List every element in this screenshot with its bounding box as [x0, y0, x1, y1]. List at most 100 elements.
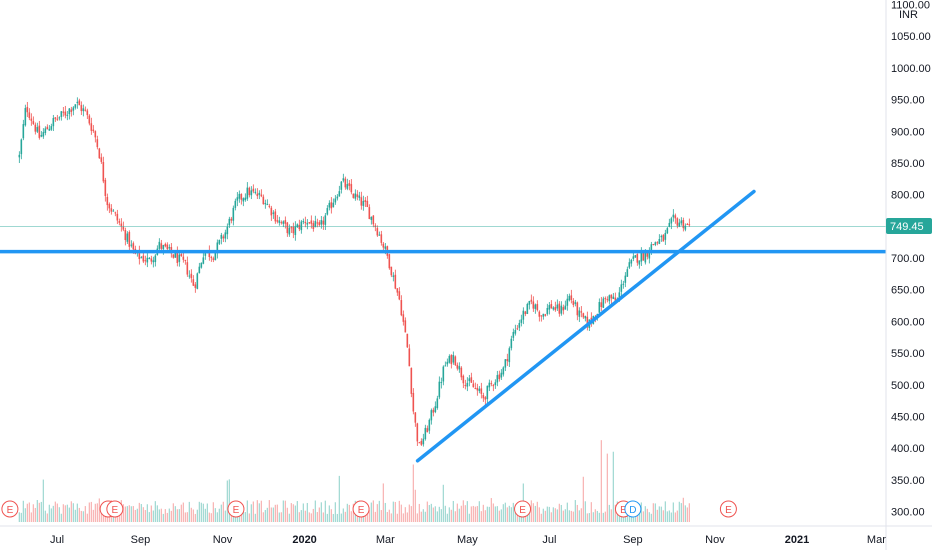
candle — [72, 106, 75, 116]
price-axis[interactable]: 1100.00 1050.00 1000.00 950.00 900.00 850.00 8… — [885, 0, 931, 550]
volume-bar — [160, 508, 162, 522]
candle — [84, 106, 87, 112]
earnings-marker[interactable]: E — [106, 500, 124, 518]
dividend-marker[interactable]: D — [624, 500, 642, 518]
candle — [32, 116, 35, 125]
candle — [66, 111, 69, 121]
volume-bar — [142, 507, 144, 522]
volume-bar — [222, 501, 224, 522]
candle — [242, 197, 245, 207]
candle — [36, 122, 39, 134]
candle-body — [554, 307, 557, 311]
candle — [254, 188, 257, 195]
candle-body — [306, 222, 309, 225]
volume-bar — [30, 512, 32, 522]
candle-body — [410, 367, 413, 394]
earnings-marker[interactable]: E — [719, 500, 737, 518]
earnings-marker[interactable]: E — [514, 500, 532, 518]
candle — [286, 221, 289, 237]
candle — [144, 255, 147, 266]
candle-body — [322, 220, 325, 225]
candle — [452, 351, 455, 365]
volume-bar — [36, 500, 38, 522]
candle — [600, 296, 603, 311]
candle-body — [300, 221, 303, 231]
candle-body — [676, 218, 679, 226]
candle — [256, 188, 259, 199]
volume-bar — [248, 513, 250, 522]
candle — [400, 295, 403, 317]
volume-bar — [242, 511, 244, 522]
candle — [598, 298, 601, 313]
candle-body — [362, 200, 365, 206]
drawings[interactable] — [0, 189, 886, 463]
candle — [454, 355, 457, 367]
candle-body — [286, 222, 289, 234]
volume-bar — [304, 510, 306, 522]
candle-body — [82, 108, 85, 112]
candle-body — [424, 427, 427, 440]
volume-bar — [92, 509, 94, 522]
candle-body — [562, 307, 565, 311]
volume-bar — [306, 502, 308, 522]
candle — [538, 310, 541, 322]
candle — [484, 396, 487, 406]
candle-body — [500, 372, 503, 378]
candle — [222, 234, 225, 243]
candle — [210, 255, 213, 262]
candle-body — [524, 311, 527, 315]
candle-body — [602, 298, 605, 308]
candle-body — [408, 348, 411, 367]
candle — [502, 366, 505, 377]
event-label: E — [358, 505, 365, 516]
time-axis[interactable]: Jul Sep Nov 2020 Mar May Jul Sep Nov 2021 Mar — [0, 525, 932, 546]
earnings-marker[interactable]: E — [227, 500, 245, 518]
candle-body — [442, 366, 445, 382]
volume-bar — [536, 501, 538, 522]
candle — [68, 107, 71, 120]
candle-body — [256, 193, 259, 197]
candle-body — [112, 210, 115, 212]
volume-bar — [458, 508, 460, 522]
volume-bar — [544, 510, 546, 522]
volume-bar — [156, 505, 158, 522]
y-tick-label: 800.00 — [891, 190, 925, 202]
earnings-marker[interactable]: E — [1, 500, 19, 518]
volume-bar — [476, 506, 478, 522]
candle-body — [656, 242, 659, 244]
candle-body — [298, 224, 301, 230]
candle — [164, 242, 167, 248]
candle — [282, 220, 285, 228]
candle — [624, 272, 627, 288]
volume-bar — [618, 512, 620, 522]
volume-bar — [570, 510, 572, 522]
candle-body — [254, 191, 257, 193]
candle — [392, 272, 395, 282]
y-tick-label: 850.00 — [891, 158, 925, 170]
volume-bar — [284, 500, 286, 522]
volume-bar — [278, 512, 280, 522]
earnings-marker[interactable]: E — [352, 500, 370, 518]
candle — [554, 301, 557, 312]
candle — [466, 377, 469, 392]
volume-bar — [388, 509, 390, 522]
volume-bar — [656, 509, 658, 522]
candle — [268, 203, 271, 209]
candle — [276, 215, 279, 224]
candle-body — [488, 382, 491, 388]
volume-bar — [442, 484, 444, 522]
trend-line[interactable] — [415, 189, 756, 463]
volume-bar — [640, 502, 642, 522]
volume-bar — [280, 512, 282, 522]
candle-body — [166, 244, 169, 250]
candle-body — [464, 384, 467, 386]
candle-body — [646, 251, 649, 257]
candle — [258, 190, 261, 200]
volume-bar — [184, 512, 186, 522]
volume-bar — [592, 512, 594, 522]
candle-body — [304, 222, 307, 224]
candle — [550, 300, 553, 309]
candle — [100, 153, 103, 164]
